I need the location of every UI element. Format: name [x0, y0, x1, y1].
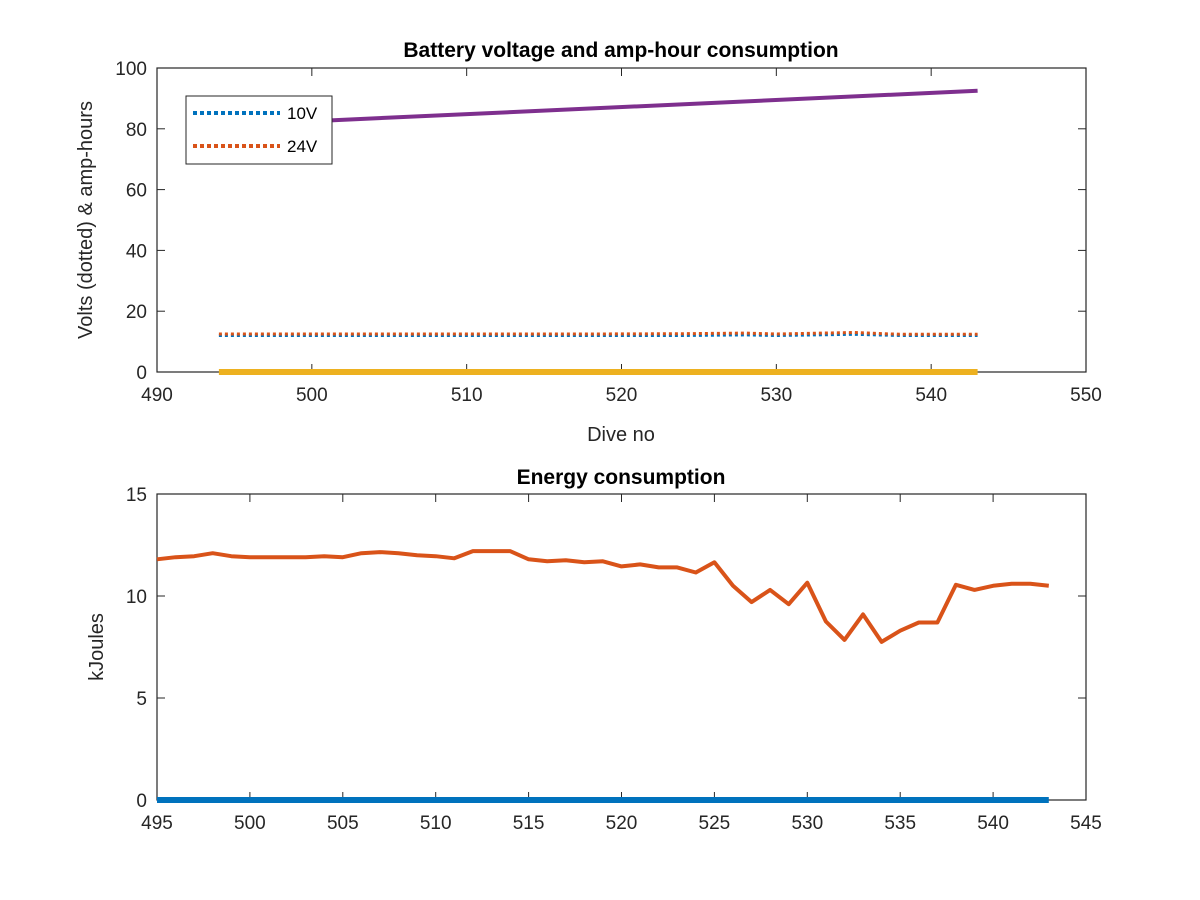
voltage-chart-ytick-label: 40 [126, 241, 147, 262]
energy-chart-xtick-label: 520 [606, 813, 638, 834]
voltage-chart-ylabel: Volts (dotted) & amp-hours [75, 101, 97, 339]
energy-chart-series [156, 549, 1050, 803]
energy-chart-xtick-label: 505 [327, 813, 359, 834]
energy-chart-xtick-label: 540 [977, 813, 1009, 834]
energy-chart-xtick-label: 530 [791, 813, 823, 834]
energy-chart: Energy consumption kJoules 495 500 505 510 5… [86, 466, 1102, 834]
voltage-chart-ytick-label: 60 [126, 181, 147, 202]
voltage-chart-xtick-label: 490 [141, 385, 173, 406]
voltage-chart-series-1-line [218, 331, 978, 336]
voltage-chart-xlabel: Dive no [587, 424, 655, 446]
energy-chart-title: Energy consumption [517, 466, 726, 489]
energy-chart-ytick-label: 0 [136, 791, 147, 812]
voltage-chart-ytick-label: 20 [126, 302, 147, 323]
legend-box [185, 95, 333, 165]
energy-chart-xtick-label: 525 [699, 813, 731, 834]
voltage-chart-xtick-label: 530 [760, 385, 792, 406]
energy-chart-ytick-label: 5 [136, 689, 147, 710]
voltage-chart-ytick-label: 0 [136, 363, 147, 384]
legend: 10V 24V [185, 95, 333, 165]
voltage-chart-ytick-label: 80 [126, 120, 147, 141]
voltage-chart-xtick-label: 520 [606, 385, 638, 406]
energy-chart-xtick-label: 515 [513, 813, 545, 834]
voltage-chart-series-2-line [311, 88, 978, 124]
voltage-chart-ticks: 490 500 510 520 530 540 550 0 20 40 60 80 100 [115, 59, 1102, 406]
energy-chart-xtick-label: 495 [141, 813, 173, 834]
voltage-chart-ytick-label: 100 [115, 59, 147, 80]
voltage-chart: Battery voltage and amp-hour consumption… [75, 39, 1102, 446]
energy-chart-xtick-label: 545 [1070, 813, 1102, 834]
energy-chart-axes [156, 493, 1087, 801]
energy-chart-series-0-line [156, 549, 1050, 644]
voltage-chart-series [218, 88, 978, 375]
legend-label-24v: 24V [287, 137, 318, 156]
energy-chart-xtick-label: 535 [884, 813, 916, 834]
voltage-chart-xtick-label: 540 [915, 385, 947, 406]
energy-chart-ytick-label: 15 [126, 485, 147, 506]
energy-chart-ylabel: kJoules [86, 613, 108, 681]
voltage-chart-xtick-label: 500 [296, 385, 328, 406]
energy-chart-ytick-label: 10 [126, 587, 147, 608]
energy-chart-xtick-label: 510 [420, 813, 452, 834]
voltage-chart-xtick-label: 510 [451, 385, 483, 406]
legend-label-10v: 10V [287, 104, 318, 123]
voltage-chart-series-0-line [218, 332, 978, 337]
energy-chart-xtick-label: 500 [234, 813, 266, 834]
voltage-chart-title: Battery voltage and amp-hour consumption [403, 39, 838, 62]
voltage-chart-xtick-label: 550 [1070, 385, 1102, 406]
